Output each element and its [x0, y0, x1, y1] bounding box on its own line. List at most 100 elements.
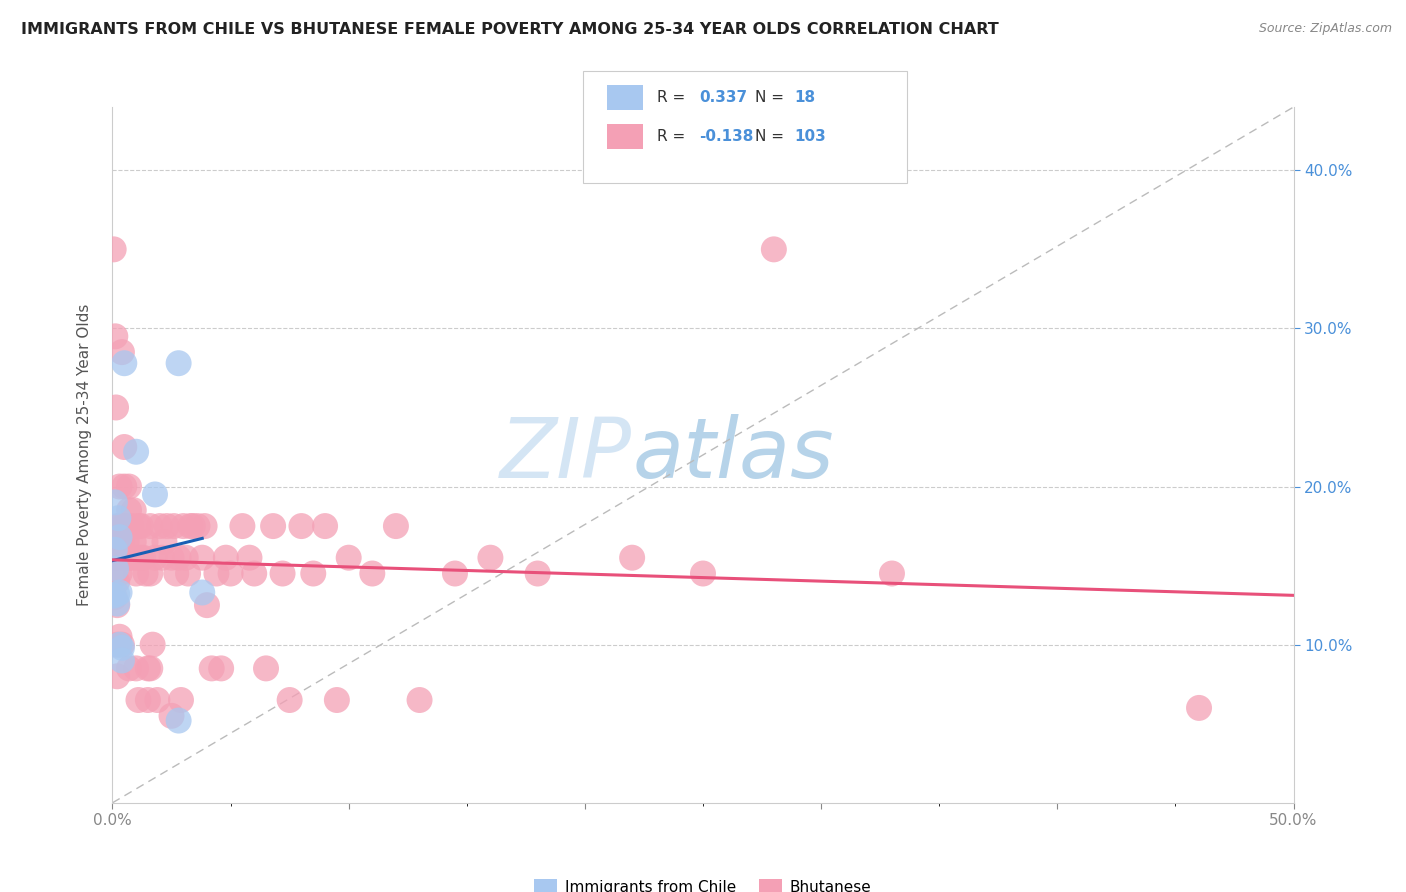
Point [337, 550, 360, 565]
Point [112, 440, 135, 454]
Point [302, 566, 325, 581]
Point [209, 661, 232, 675]
Point [125, 444, 148, 458]
Point [181, 519, 204, 533]
Text: ZIP: ZIP [501, 415, 633, 495]
Point [105, 597, 128, 611]
Point [111, 638, 134, 652]
Point [104, 495, 127, 509]
Point [105, 519, 128, 533]
Point [115, 550, 138, 565]
Point [762, 243, 785, 257]
Point [105, 638, 128, 652]
Point [135, 566, 157, 581]
Point [105, 669, 128, 683]
Point [104, 329, 127, 343]
Point [127, 693, 149, 707]
Point [139, 661, 162, 675]
Point [326, 693, 349, 707]
Point [278, 693, 301, 707]
Text: N =: N = [755, 90, 789, 104]
Point [103, 243, 125, 257]
Point [201, 661, 224, 675]
Point [129, 550, 152, 565]
Point [186, 519, 208, 533]
Point [880, 566, 903, 581]
Point [112, 479, 135, 493]
Point [111, 534, 134, 549]
Text: 103: 103 [794, 129, 827, 144]
Point [165, 566, 187, 581]
Point [107, 511, 129, 525]
Point [103, 589, 125, 603]
Point [194, 519, 217, 533]
Point [115, 519, 138, 533]
Text: R =: R = [657, 129, 690, 144]
Point [108, 638, 131, 652]
Point [692, 566, 714, 581]
Point [271, 566, 294, 581]
Point [231, 519, 253, 533]
Point [167, 714, 190, 728]
Point [108, 519, 131, 533]
Point [118, 479, 141, 493]
Point [112, 356, 135, 370]
Point [139, 519, 162, 533]
Point [444, 566, 467, 581]
Point [290, 519, 312, 533]
Point [104, 566, 127, 581]
Point [104, 591, 127, 605]
Y-axis label: Female Poverty Among 25-34 Year Olds: Female Poverty Among 25-34 Year Olds [77, 304, 91, 606]
Text: Source: ZipAtlas.com: Source: ZipAtlas.com [1258, 22, 1392, 36]
Point [170, 693, 193, 707]
Point [118, 503, 141, 517]
Point [118, 550, 141, 565]
Point [103, 550, 125, 565]
Point [104, 542, 127, 557]
Point [215, 550, 238, 565]
Point [254, 661, 277, 675]
Legend: Immigrants from Chile, Bhutanese: Immigrants from Chile, Bhutanese [529, 873, 877, 892]
Point [125, 661, 148, 675]
Point [135, 534, 157, 549]
Point [127, 519, 149, 533]
Point [163, 519, 186, 533]
Point [105, 587, 128, 601]
Point [174, 550, 197, 565]
Point [150, 550, 173, 565]
Point [179, 519, 201, 533]
Point [111, 640, 134, 655]
Point [122, 503, 145, 517]
Point [205, 566, 228, 581]
Point [172, 519, 194, 533]
Point [167, 356, 190, 370]
Point [105, 562, 128, 576]
Point [105, 550, 128, 565]
Point [108, 534, 131, 549]
Point [108, 585, 131, 599]
Point [136, 693, 159, 707]
Point [105, 401, 128, 415]
Point [108, 479, 131, 493]
Text: atlas: atlas [633, 415, 834, 495]
Point [120, 519, 142, 533]
Point [105, 534, 128, 549]
Point [125, 566, 148, 581]
Point [146, 693, 169, 707]
Point [243, 566, 266, 581]
Text: R =: R = [657, 90, 690, 104]
Point [408, 693, 430, 707]
Point [143, 487, 166, 501]
Point [118, 661, 141, 675]
Text: 0.337: 0.337 [699, 90, 747, 104]
Point [526, 566, 548, 581]
Point [167, 550, 190, 565]
Point [112, 519, 135, 533]
Point [112, 550, 135, 565]
Point [160, 550, 183, 565]
Point [143, 550, 166, 565]
Text: 18: 18 [794, 90, 815, 104]
Point [115, 534, 138, 549]
Point [262, 519, 284, 533]
Point [108, 630, 131, 644]
